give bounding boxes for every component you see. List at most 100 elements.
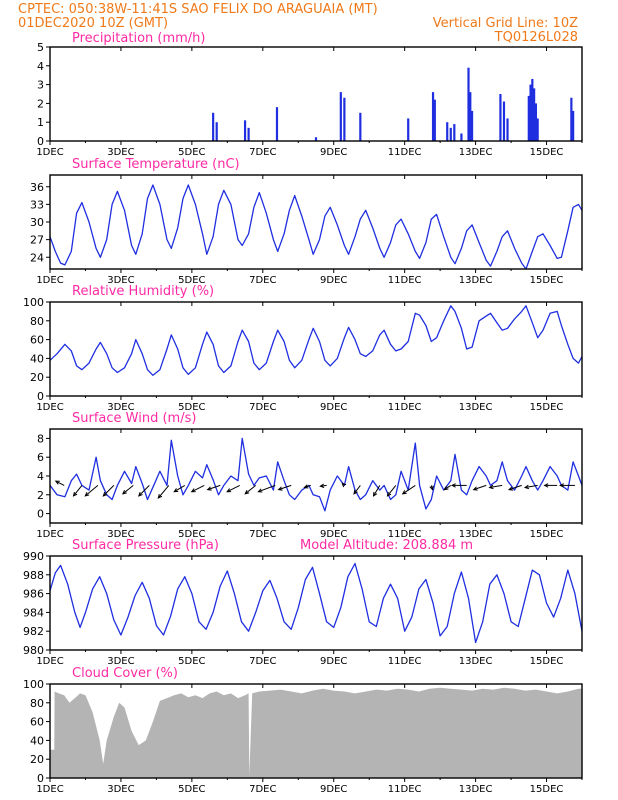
precip-bar: [359, 112, 362, 141]
precip-bar: [533, 88, 536, 141]
temperature-xtick-label: 3DEC: [107, 275, 134, 286]
wind-arrowhead: [121, 489, 127, 495]
precipitation-xtick-label: 13DEC: [459, 147, 493, 158]
header-date: 01DEC2020 10Z (GMT): [18, 16, 168, 31]
humidity-xtick-label: 1DEC: [36, 402, 63, 413]
pressure-xtick-label: 7DEC: [249, 656, 276, 667]
precipitation-xtick-label: 15DEC: [530, 147, 564, 158]
wind-vector: [489, 484, 503, 488]
cloud-cover-xtick-label: 5DEC: [178, 784, 205, 795]
cloud-cover-ytick-label: 0: [37, 772, 44, 785]
precip-bar: [534, 103, 537, 141]
temperature-panel: Surface Temperature (nC) 24 27 30 33 36 1DEC 3D…: [30, 157, 583, 286]
cloud-cover-panel: Cloud Cover (%) 0 20 40 60 80 100 1DEC 3DEC 5DEC 7…: [23, 666, 583, 795]
precip-bar: [570, 97, 573, 141]
pressure-ytick-label: 990: [23, 550, 44, 563]
pressure-xtick-label: 1DEC: [36, 656, 63, 667]
cloud-cover-ytick-label: 20: [30, 753, 44, 766]
wind-title: Surface Wind (m/s): [72, 411, 196, 426]
pressure-ytick-label: 988: [23, 569, 44, 582]
wind-vector: [473, 484, 487, 491]
precip-bar: [453, 124, 456, 141]
humidity-xtick-label: 5DEC: [178, 402, 205, 413]
wind-arrowhead: [54, 480, 60, 485]
wind-vector: [207, 484, 221, 491]
precip-bar: [407, 118, 410, 141]
precip-bar: [247, 127, 250, 141]
wind-arrowhead: [472, 486, 478, 491]
wind-frame: [49, 428, 583, 524]
precipitation-ytick-label: 1: [37, 116, 44, 129]
wind-ytick-label: 8: [37, 432, 44, 445]
temperature-xtick-label: 5DEC: [178, 275, 205, 286]
precip-bar: [529, 84, 532, 141]
precipitation-xtick-label: 9DEC: [320, 147, 347, 158]
wind-line: [49, 437, 583, 512]
precip-bar: [499, 94, 502, 141]
wind-arrowhead: [102, 491, 108, 497]
wind-arrowhead: [137, 491, 143, 497]
precip-bar: [527, 95, 530, 141]
pressure-ytick-label: 980: [23, 644, 44, 657]
wind-xtick-label: 11DEC: [388, 529, 422, 540]
wind-arrowhead: [508, 486, 514, 491]
header-model: TQ0126L028: [494, 30, 578, 45]
precip-bar: [470, 110, 474, 141]
temperature-ytick-label: 36: [30, 181, 44, 194]
wind-arrowhead: [277, 486, 283, 491]
temperature-line: [49, 184, 583, 270]
model-altitude: Model Altitude: 208.884 m: [300, 538, 473, 553]
wind-arrowhead: [257, 488, 263, 493]
cloud-cover-xtick-label: 3DEC: [107, 784, 134, 795]
wind-arrowhead: [523, 484, 530, 490]
precip-bar: [502, 101, 506, 141]
wind-vector: [157, 485, 170, 499]
wind-xtick-label: 15DEC: [530, 529, 564, 540]
humidity-ytick-label: 20: [30, 371, 44, 384]
header-station: CPTEC: 050:38W-11:41S SAO FELIX DO ARAGU…: [18, 2, 378, 17]
humidity-xtick-label: 11DEC: [388, 402, 422, 413]
cloud-cover-ytick-label: 60: [30, 716, 44, 729]
cloud-cover-xtick-label: 9DEC: [320, 784, 347, 795]
precip-bar: [275, 107, 279, 141]
cloud-cover-xtick-label: 7DEC: [249, 784, 276, 795]
humidity-xtick-label: 15DEC: [530, 402, 564, 413]
pressure-xtick-label: 5DEC: [178, 656, 205, 667]
temperature-xtick-label: 9DEC: [320, 275, 347, 286]
wind-vector: [122, 485, 134, 495]
wind-vector: [278, 484, 292, 491]
temperature-xtick-label: 1DEC: [36, 275, 63, 286]
wind-vector: [373, 485, 381, 497]
pressure-xtick-label: 3DEC: [107, 656, 134, 667]
precip-bar: [449, 127, 452, 141]
precip-bar: [469, 92, 472, 141]
humidity-xtick-label: 7DEC: [249, 402, 276, 413]
cloud-cover-ytick-label: 80: [30, 697, 44, 710]
wind-vector: [244, 485, 257, 495]
precip-bar: [460, 133, 463, 141]
precip-bar: [431, 92, 435, 141]
wind-vector: [402, 484, 416, 495]
wind-xtick-label: 13DEC: [459, 529, 493, 540]
pressure-xtick-label: 15DEC: [530, 656, 564, 667]
wind-xtick-label: 9DEC: [320, 529, 347, 540]
wind-xtick-label: 1DEC: [36, 529, 63, 540]
temperature-ytick-label: 27: [30, 234, 44, 247]
temperature-xtick-label: 11DEC: [388, 275, 422, 286]
precip-bar: [572, 110, 575, 141]
wind-arrowhead: [341, 482, 347, 488]
wind-arrowhead: [372, 491, 378, 497]
wind-vector: [73, 485, 83, 497]
temperature-ytick-label: 24: [30, 251, 44, 264]
precip-bar: [343, 97, 346, 141]
wind-arrowhead: [190, 488, 196, 493]
cloud-cover-xtick-label: 13DEC: [459, 784, 493, 795]
precipitation-title: Precipitation (mm/h): [72, 31, 205, 46]
wind-xtick-label: 3DEC: [107, 529, 134, 540]
cloud-cover-ytick-label: 40: [30, 734, 44, 747]
precip-bar: [212, 112, 215, 141]
temperature-ytick-label: 33: [30, 198, 44, 211]
humidity-title: Relative Humidity (%): [72, 284, 214, 299]
wind-vector: [84, 485, 99, 497]
